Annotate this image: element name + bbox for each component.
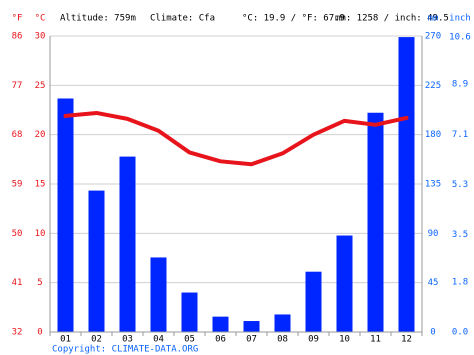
- mean-temperature: °C: 19.9 / °F: 67.9: [242, 14, 345, 24]
- precipitation-bar: [88, 190, 105, 332]
- annual-precipitation: mm: 1258 / inch: 49.5: [335, 14, 449, 24]
- celsius-tick-label: 10: [35, 229, 46, 239]
- x-tick-label: 01: [60, 335, 71, 345]
- mm-label: mm: [428, 14, 439, 24]
- celsius-tick-label: 30: [35, 32, 46, 42]
- fahrenheit-tick-label: 50: [12, 229, 23, 239]
- inch-tick-label: 5.3: [452, 180, 468, 190]
- x-tick-label: 08: [277, 335, 288, 345]
- mm-tick-label: 135: [425, 180, 441, 190]
- fahrenheit-tick-label: 86: [12, 32, 23, 42]
- mm-tick-label: 90: [428, 229, 439, 239]
- precipitation-bar: [150, 257, 167, 332]
- x-tick-label: 09: [308, 335, 319, 345]
- precipitation-bar: [305, 271, 322, 332]
- mm-tick-label: 45: [428, 278, 439, 288]
- precipitation-bar: [336, 235, 353, 332]
- x-tick-label: 10: [339, 335, 350, 345]
- fahrenheit-tick-label: 77: [12, 81, 23, 91]
- precipitation-bar: [212, 316, 229, 332]
- x-tick-label: 11: [370, 335, 381, 345]
- celsius-tick-label: 15: [35, 180, 46, 190]
- precipitation-bar: [119, 156, 136, 332]
- inch-tick-label: 7.1: [452, 130, 468, 140]
- celsius-tick-label: 25: [35, 81, 46, 91]
- inch-tick-label: 1.8: [452, 277, 468, 287]
- inch-label: inch: [449, 14, 471, 24]
- celsius-label: °C: [35, 14, 46, 24]
- mm-tick-label: 0: [430, 328, 435, 338]
- inch-tick-label: 3.5: [452, 230, 468, 240]
- precipitation-bar: [274, 314, 291, 332]
- fahrenheit-tick-label: 32: [12, 328, 23, 338]
- x-tick-label: 03: [122, 335, 133, 345]
- fahrenheit-tick-label: 68: [12, 130, 23, 140]
- precipitation-bar: [243, 321, 260, 332]
- x-tick-label: 05: [184, 335, 195, 345]
- copyright: Copyright: CLIMATE-DATA.ORG: [52, 345, 198, 355]
- mm-tick-label: 225: [425, 81, 441, 91]
- x-tick-label: 04: [153, 335, 164, 345]
- climate: Climate: Cfa: [150, 14, 215, 24]
- fahrenheit-label: °F: [12, 14, 23, 24]
- inch-tick-label: 10.6: [449, 32, 471, 42]
- celsius-tick-label: 0: [37, 328, 42, 338]
- temperature-line: [63, 110, 409, 167]
- precipitation-bar: [367, 112, 384, 332]
- precipitation-bar: [398, 37, 415, 333]
- x-tick-label: 06: [215, 335, 226, 345]
- celsius-tick-label: 20: [35, 130, 46, 140]
- precipitation-bar: [181, 292, 198, 332]
- inch-tick-label: 0.0: [452, 328, 468, 338]
- x-tick-label: 07: [246, 335, 257, 345]
- fahrenheit-tick-label: 41: [12, 278, 23, 288]
- x-tick-label: 02: [91, 335, 102, 345]
- x-tick-label: 12: [401, 335, 412, 345]
- celsius-tick-label: 5: [37, 278, 42, 288]
- fahrenheit-tick-label: 59: [12, 180, 23, 190]
- mm-tick-label: 180: [425, 130, 441, 140]
- altitude: Altitude: 759m: [60, 14, 136, 24]
- precipitation-bar: [57, 98, 74, 332]
- inch-tick-label: 8.9: [452, 80, 468, 90]
- mm-tick-label: 270: [425, 32, 441, 42]
